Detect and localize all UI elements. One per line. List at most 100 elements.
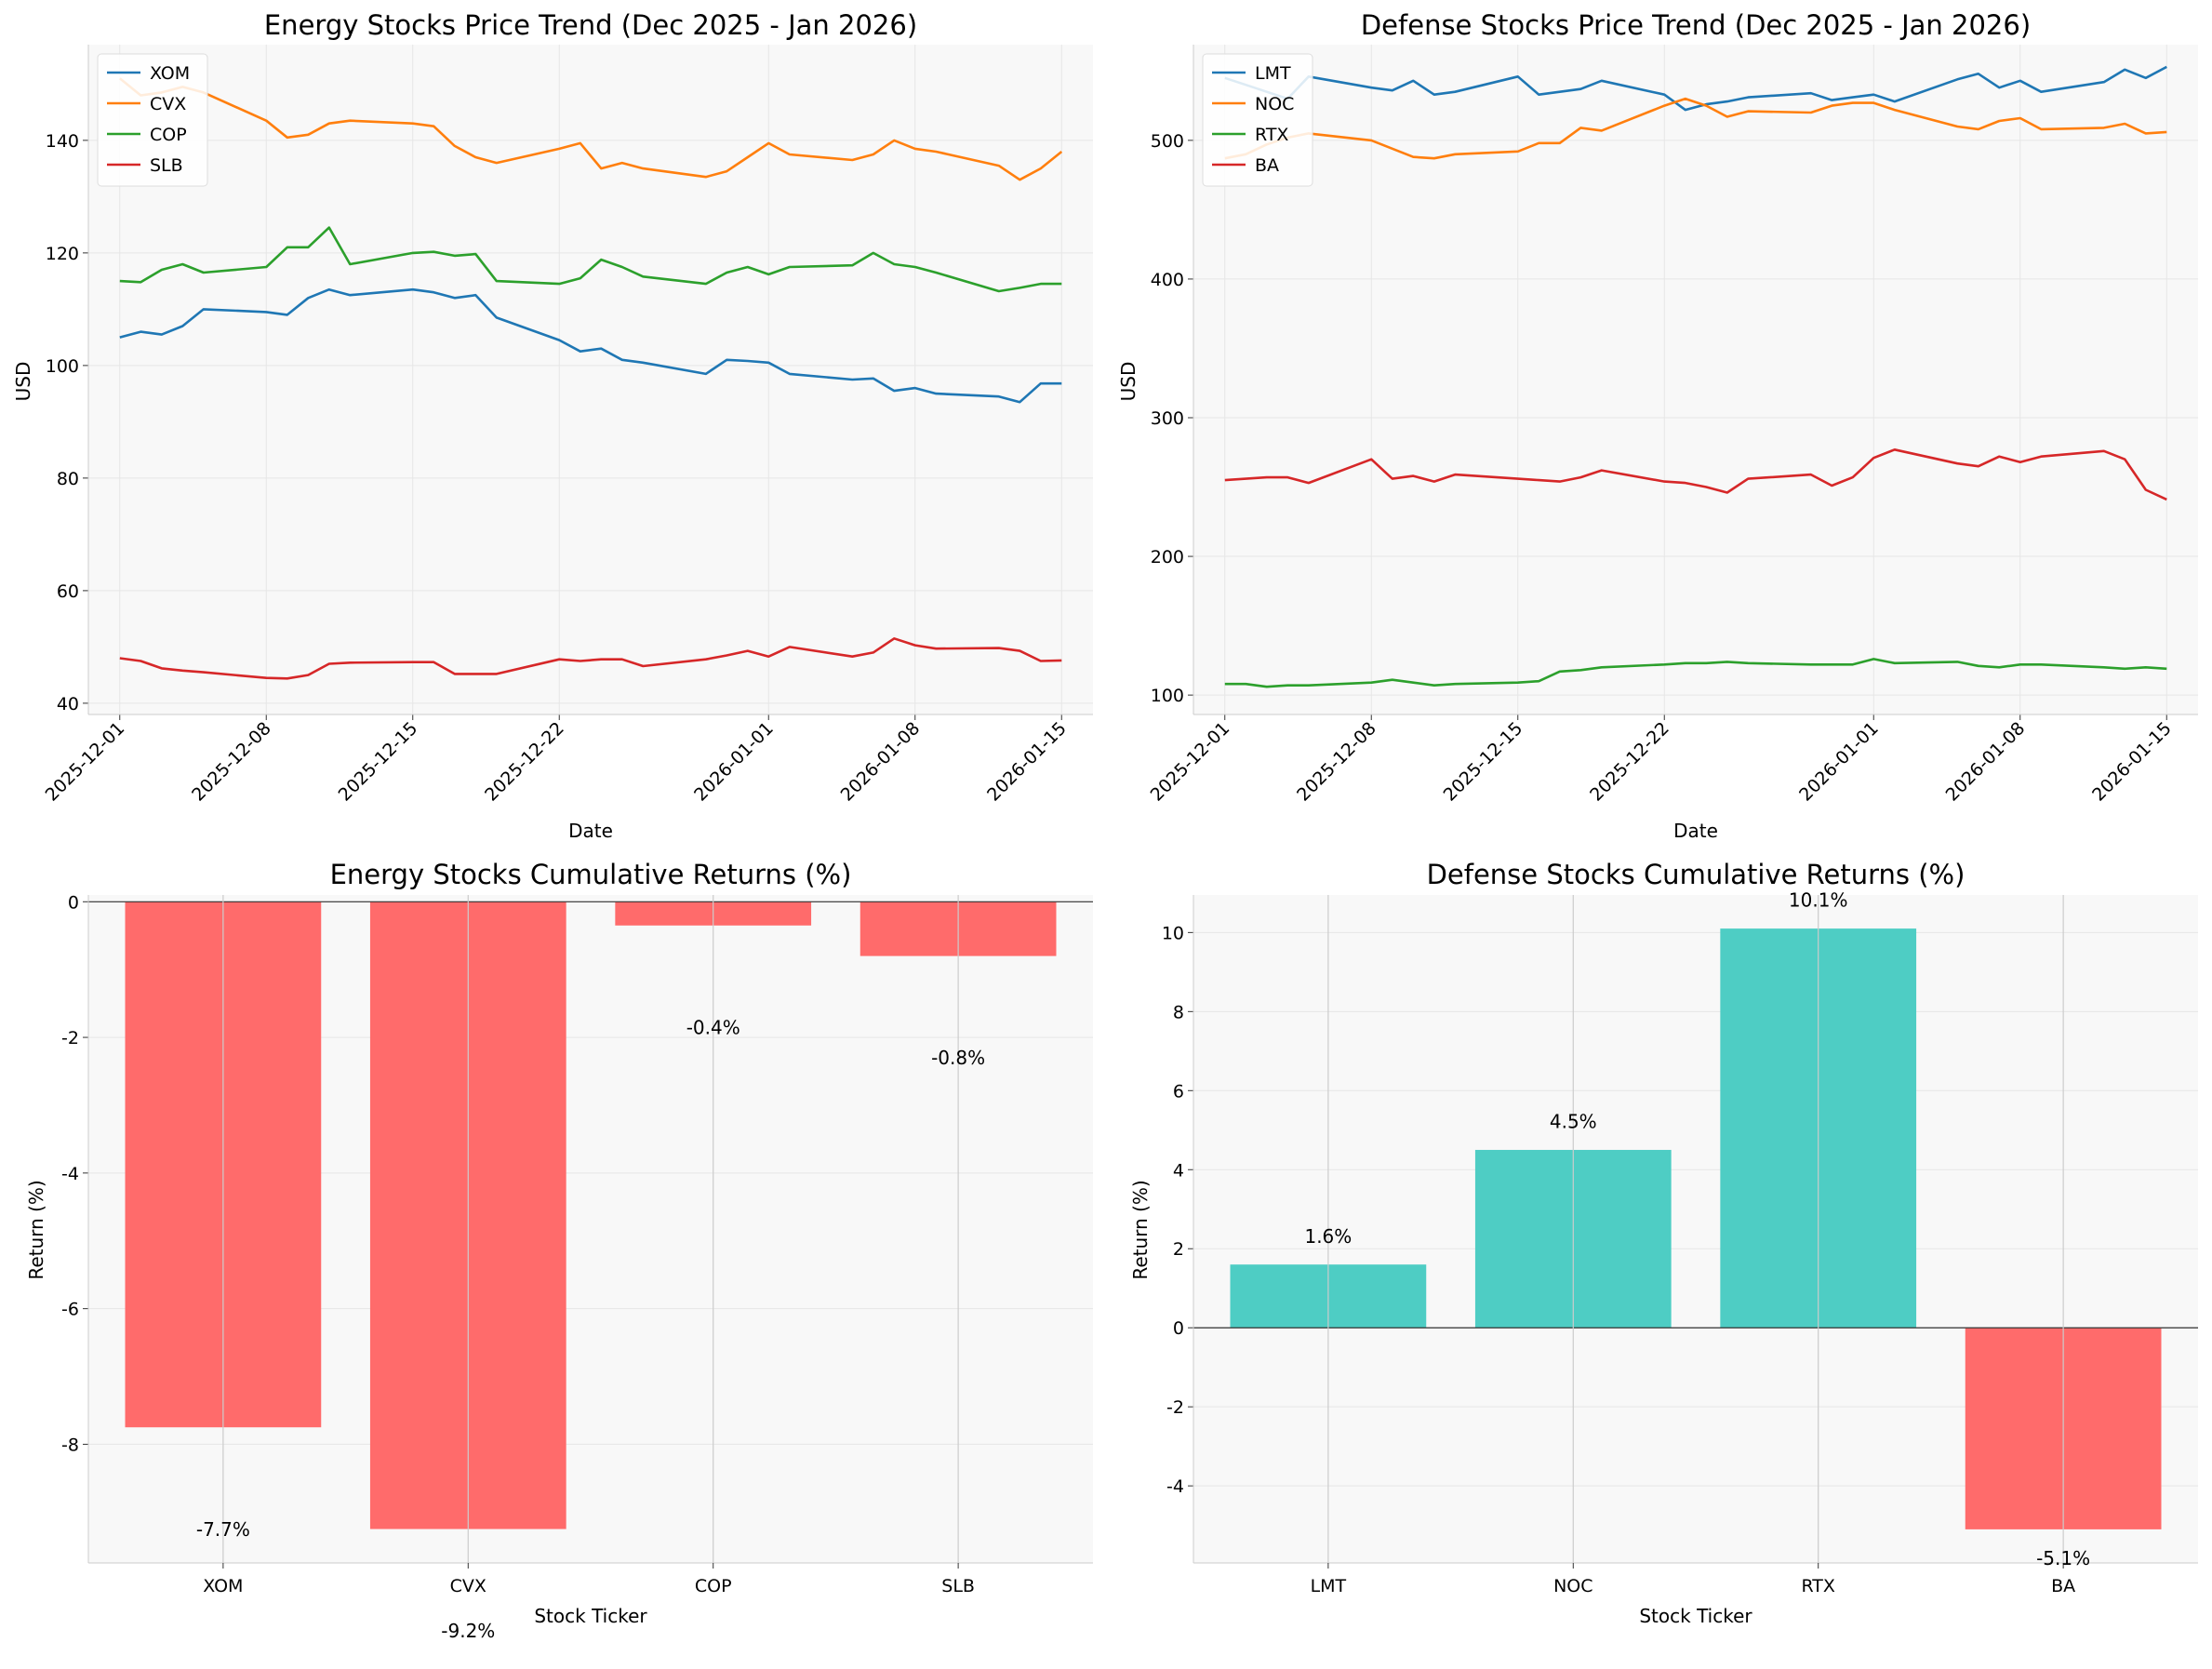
x-tick-label: 2025-12-01	[1147, 718, 1234, 806]
y-tick-label: 80	[57, 469, 79, 489]
y-tick-label: 400	[1151, 270, 1184, 290]
x-tick-label: 2025-12-08	[188, 718, 275, 806]
series-line-slb	[119, 636, 1062, 680]
x-tick-label: CVX	[450, 1576, 486, 1596]
chart-title: Defense Stocks Price Trend (Dec 2025 - J…	[1361, 9, 2031, 41]
grid	[1193, 45, 2198, 714]
legend: LMT NOC RTX BA	[1202, 53, 1313, 187]
legend-label-slb: SLB	[150, 155, 183, 176]
y-tick-label: 120	[46, 244, 79, 264]
axes: 0 -2 -4 -6 -8 XOM CVX COP SLB	[61, 892, 1093, 1596]
legend-label-xom: XOM	[150, 63, 190, 84]
y-tick-label: 2	[1173, 1239, 1184, 1260]
x-tick-label: SLB	[941, 1576, 975, 1596]
energy-price-chart: 40 60 80 100 120 140 2025-12-01 2025-12-08 2025-…	[12, 9, 1093, 842]
x-axis-label: Date	[1673, 820, 1718, 842]
series-line-cvx	[118, 77, 1063, 181]
x-tick-label: 2025-12-01	[42, 718, 129, 806]
series-lines	[1224, 65, 2167, 688]
x-tick-label: 2026-01-08	[1942, 718, 2030, 806]
x-axis-label: Stock Ticker	[534, 1605, 647, 1627]
x-tick-label: NOC	[1553, 1576, 1592, 1596]
x-tick-label: 2025-12-22	[481, 718, 568, 806]
y-tick-label: -2	[1166, 1397, 1184, 1418]
y-axis-label: Return (%)	[1129, 1180, 1152, 1279]
series-line-noc	[1224, 97, 2167, 160]
y-tick-label: -4	[1166, 1476, 1184, 1497]
x-tick-label: 2026-01-15	[983, 718, 1071, 806]
y-tick-label: 60	[57, 581, 79, 602]
y-tick-label: 40	[57, 694, 79, 714]
series-line-cop	[119, 226, 1062, 293]
x-tick-label: 2025-12-08	[1293, 718, 1380, 806]
legend-label-noc: NOC	[1255, 94, 1294, 114]
defense-price-chart: 100 200 300 400 500 2025-12-01 2025-12-08 2025-…	[1117, 9, 2198, 842]
x-axis-label: Date	[568, 820, 613, 842]
x-tick-label: 2026-01-08	[837, 718, 925, 806]
chart-title: Energy Stocks Cumulative Returns (%)	[330, 859, 852, 890]
y-tick-label: 500	[1151, 131, 1184, 152]
value-label-ba: -5.1%	[2036, 1547, 2090, 1569]
value-label-rtx: 10.1%	[1789, 889, 1848, 912]
y-tick-label: -4	[61, 1164, 79, 1184]
legend-label-rtx: RTX	[1255, 125, 1288, 145]
legend-label-cvx: CVX	[150, 94, 186, 114]
value-label-cop: -0.4%	[686, 1016, 740, 1038]
plot-background	[88, 45, 1093, 714]
value-labels: 1.6% 4.5% 10.1% -5.1%	[1304, 889, 2090, 1569]
y-tick-label: 140	[46, 131, 79, 152]
legend-box	[1202, 53, 1313, 187]
x-tick-label: 2025-12-15	[1440, 718, 1527, 806]
x-tick-label: XOM	[203, 1576, 243, 1596]
chart-title: Energy Stocks Price Trend (Dec 2025 - Ja…	[264, 9, 917, 41]
y-tick-label: 8	[1173, 1002, 1184, 1022]
category-gridlines	[1327, 895, 2064, 1563]
y-axis-label: Return (%)	[25, 1180, 47, 1279]
y-tick-label: 0	[1173, 1318, 1184, 1339]
y-tick-label: 10	[1162, 923, 1184, 943]
legend: XOM CVX COP SLB	[97, 53, 208, 187]
value-label-noc: 4.5%	[1550, 1111, 1597, 1133]
series-line-ba	[1224, 447, 2167, 501]
x-tick-label: 2025-12-15	[335, 718, 422, 806]
value-label-xom: -7.7%	[196, 1518, 250, 1541]
value-label-cvx: -9.2%	[441, 1620, 495, 1642]
x-tick-label: 2026-01-01	[690, 718, 778, 806]
x-tick-label: 2026-01-01	[1795, 718, 1883, 806]
y-tick-label: 300	[1151, 408, 1184, 429]
x-tick-label: BA	[2051, 1576, 2075, 1596]
x-axis-label: Stock Ticker	[1639, 1605, 1752, 1627]
x-tick-label: 2026-01-15	[2088, 718, 2176, 806]
axes: -4 -2 0 2 4 6 8 10 LMT NOC RTX BA	[1162, 895, 2198, 1596]
energy-returns-chart: 0 -2 -4 -6 -8 XOM CVX COP SLB -7.7% -9.2% -0.4% -0.…	[25, 859, 1093, 1642]
value-label-slb: -0.8%	[931, 1047, 985, 1069]
chart-title: Defense Stocks Cumulative Returns (%)	[1427, 859, 1965, 890]
grid	[88, 45, 1093, 714]
y-tick-label: 6	[1173, 1081, 1184, 1102]
plot-background	[1193, 45, 2198, 714]
y-tick-label: -8	[61, 1435, 79, 1455]
legend-label-lmt: LMT	[1255, 63, 1291, 84]
y-axis-label: USD	[12, 362, 34, 402]
y-tick-label: 100	[1151, 686, 1184, 706]
series-line-xom	[119, 287, 1062, 404]
y-tick-label: 0	[68, 892, 79, 913]
legend-label-ba: BA	[1255, 155, 1279, 176]
y-axis-label: USD	[1117, 362, 1139, 402]
y-tick-label: 4	[1173, 1160, 1184, 1181]
x-tick-label: 2025-12-22	[1586, 718, 1673, 806]
legend-label-cop: COP	[150, 125, 187, 145]
x-tick-label: RTX	[1801, 1576, 1834, 1596]
category-gridlines	[222, 895, 959, 1563]
series-line-lmt	[1224, 65, 2167, 112]
x-tick-label: COP	[695, 1576, 732, 1596]
y-tick-label: 100	[46, 356, 79, 377]
x-tick-label: LMT	[1311, 1576, 1347, 1596]
defense-returns-chart: -4 -2 0 2 4 6 8 10 LMT NOC RTX BA 1.6% 4.5% 10.1% -5.1…	[1129, 859, 2198, 1627]
legend-box	[97, 53, 208, 187]
value-label-lmt: 1.6%	[1304, 1225, 1352, 1248]
series-lines	[118, 77, 1063, 680]
y-tick-label: -6	[61, 1300, 79, 1320]
y-tick-label: 200	[1151, 547, 1184, 567]
